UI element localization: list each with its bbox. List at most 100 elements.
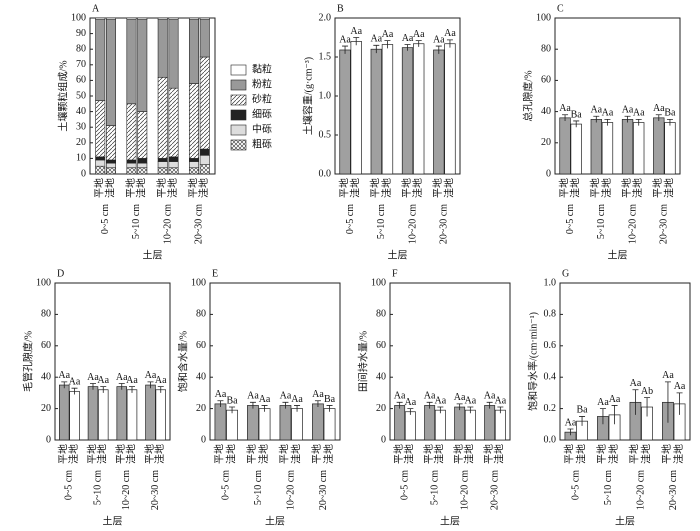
significance-label: Aa [413,29,425,40]
significance-label: Aa [402,33,414,44]
bar-segment [95,19,106,101]
bar-segment [106,125,117,161]
bar [350,41,362,175]
significance-label: Ba [571,109,583,120]
plot-frame [209,282,341,441]
group-label: 20~30 cm [150,470,161,510]
group-label: 0~5 cm [565,204,576,234]
bar [116,386,127,441]
bar-segment [157,161,168,169]
y-tick-label: 0 [201,434,206,445]
panel-label: C [557,3,564,14]
group-label: 20~30 cm [194,204,205,244]
bar [621,119,634,175]
bar-segment [168,17,179,20]
y-axis-label: 饱和含水量/% [176,331,189,392]
significance-label: Aa [633,108,645,119]
bar-segment [126,162,137,169]
x-axis-label: 土层 [103,514,123,527]
bar [484,405,496,441]
error-bar [61,381,68,389]
bar [454,406,466,441]
y-tick-label: 30 [76,121,86,132]
group-label: 0~5 cm [571,470,582,500]
significance-label: Ba [324,394,336,405]
x-tick-label: 洼地 [493,444,506,464]
x-tick-label: 平地 [400,178,413,198]
y-axis-label: 田间持水量/% [356,331,369,392]
significance-label: Aa [662,370,674,381]
significance-label: Aa [370,34,382,45]
group-label: 5~10 cm [253,470,264,505]
bar-segment [168,19,179,89]
group-label: 5~10 cm [131,204,142,239]
y-tick-label: 1.0 [319,90,332,101]
significance-label: Aa [602,108,614,119]
y-tick-label: 40 [196,371,206,382]
x-tick-label: 平地 [114,444,127,464]
bar-segment [137,17,148,20]
x-tick-label: 洼地 [289,444,302,464]
x-tick-label: 平地 [369,178,382,198]
significance-label: Aa [435,395,447,406]
legend-label: 中砾 [252,122,272,135]
panel-label: F [392,268,398,279]
bar-segment [157,19,168,78]
bar [590,119,602,175]
bar [559,117,571,175]
error-bar [644,397,651,417]
bar-segment [106,19,117,126]
group-label: 10~20 cm [627,204,638,244]
legend-swatch [230,94,247,106]
y-tick-label: 0 [81,168,86,179]
x-tick-label: 平地 [452,444,465,464]
y-tick-label: 80 [541,43,551,54]
bar-segment [95,156,106,161]
x-tick-label: 平地 [482,444,495,464]
x-tick-label: 洼地 [153,444,166,464]
x-tick-label: 洼地 [257,444,270,464]
y-axis-label: 毛管孔隙度/% [21,331,34,392]
legend-label: 细砾 [252,107,272,120]
bar [145,384,156,441]
x-tick-label: 洼地 [224,444,237,464]
x-tick-label: 平地 [143,444,156,464]
panel-label: D [57,268,64,279]
y-tick-label: 0.5 [319,129,332,140]
bar [633,122,645,175]
error-bar [446,39,453,48]
bar-segment [199,154,210,165]
error-bar [71,387,78,395]
error-bar [573,120,580,128]
legend-swatch [230,79,247,91]
x-tick-label: 洼地 [442,178,455,198]
x-tick-label: 洼地 [380,178,393,198]
error-bar [217,400,224,408]
x-tick-label: 洼地 [166,178,179,198]
x-axis-label: 土层 [265,514,285,527]
panel-label: B [337,3,344,14]
bar-segment [126,19,137,105]
error-bar [326,405,333,412]
significance-label: Ba [664,108,676,119]
bar-segment [188,19,199,84]
y-tick-label: 0.0 [319,168,332,179]
group-label: 20~30 cm [318,470,329,510]
legend-label: 粉粒 [252,77,272,90]
y-tick-label: 100 [536,12,551,23]
error-bar [435,45,442,54]
bar [291,408,303,441]
bar-segment [199,19,210,58]
error-bar [497,406,504,414]
y-axis-label: 饱和导水率/(cm·min⁻¹) [526,312,539,411]
y-tick-label: 70 [76,59,86,70]
x-tick-label: 洼地 [569,178,582,198]
x-tick-label: 洼地 [631,178,644,198]
error-bar [593,115,600,123]
y-tick-label: 90 [76,28,86,39]
significance-label: Ba [226,395,238,406]
y-tick-label: 20 [41,403,51,414]
bar [339,49,351,175]
bar [312,403,324,441]
y-tick-label: 50 [76,90,86,101]
